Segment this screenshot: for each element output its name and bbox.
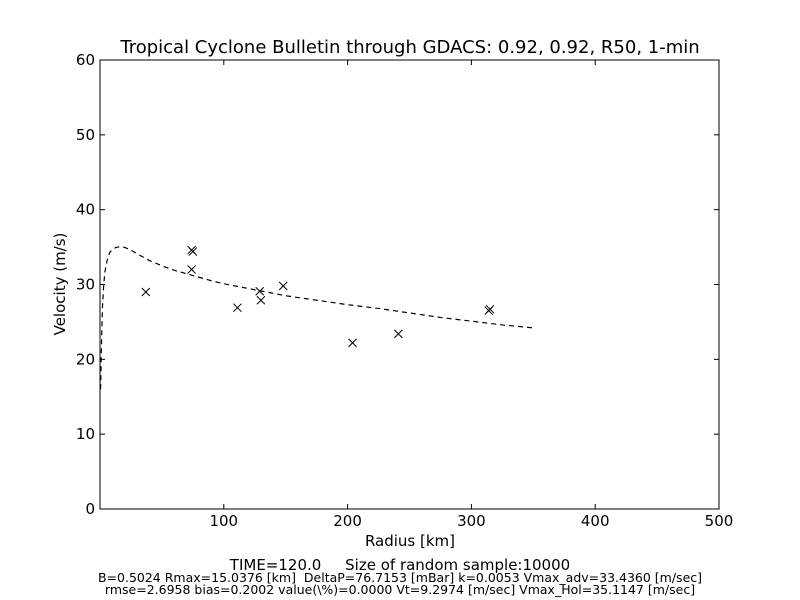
model-profile-line	[100, 246, 534, 390]
footer-line-2: B=0.5024 Rmax=15.0376 [km] DeltaP=76.715…	[98, 570, 702, 585]
observation-marker	[141, 287, 151, 297]
y-tick-label: 30	[76, 276, 95, 294]
x-tick-label: 400	[581, 512, 610, 530]
y-tick-label: 40	[76, 201, 95, 219]
series-layer	[100, 245, 534, 390]
observation-marker	[348, 338, 357, 348]
x-axis-label: Radius [km]	[365, 532, 455, 550]
x-tick-label: 300	[457, 512, 486, 530]
x-tick-label: 100	[209, 512, 238, 530]
observation-marker	[255, 286, 265, 296]
observation-marker	[187, 265, 196, 274]
x-axis-ticks: 100 200 300 400 500	[209, 60, 733, 530]
y-tick-label: 50	[76, 126, 95, 144]
plot-frame	[99, 59, 720, 510]
y-tick-label: 60	[76, 51, 95, 69]
y-tick-label: 0	[85, 500, 95, 518]
observation-marker	[485, 304, 495, 314]
y-axis-ticks: 0 10 20 30 40 50 60	[76, 51, 719, 518]
y-axis-label: Velocity (m/s)	[51, 233, 69, 336]
observation-marker	[233, 303, 242, 313]
y-tick-label: 10	[76, 425, 95, 443]
observation-marker	[188, 247, 198, 256]
x-tick-label: 200	[333, 512, 362, 530]
observation-marker	[256, 295, 266, 305]
footer-line-1: TIME=120.0 Size of random sample:10000	[229, 556, 570, 574]
observation-marker	[394, 329, 403, 339]
y-tick-label: 20	[76, 350, 95, 368]
chart-title: Tropical Cyclone Bulletin through GDACS:…	[119, 37, 699, 58]
footer-line-3: rmse=2.6958 bias=0.2002 value(\%)=0.0000…	[105, 582, 695, 597]
x-tick-label: 500	[705, 512, 734, 530]
observation-marker	[278, 281, 288, 291]
